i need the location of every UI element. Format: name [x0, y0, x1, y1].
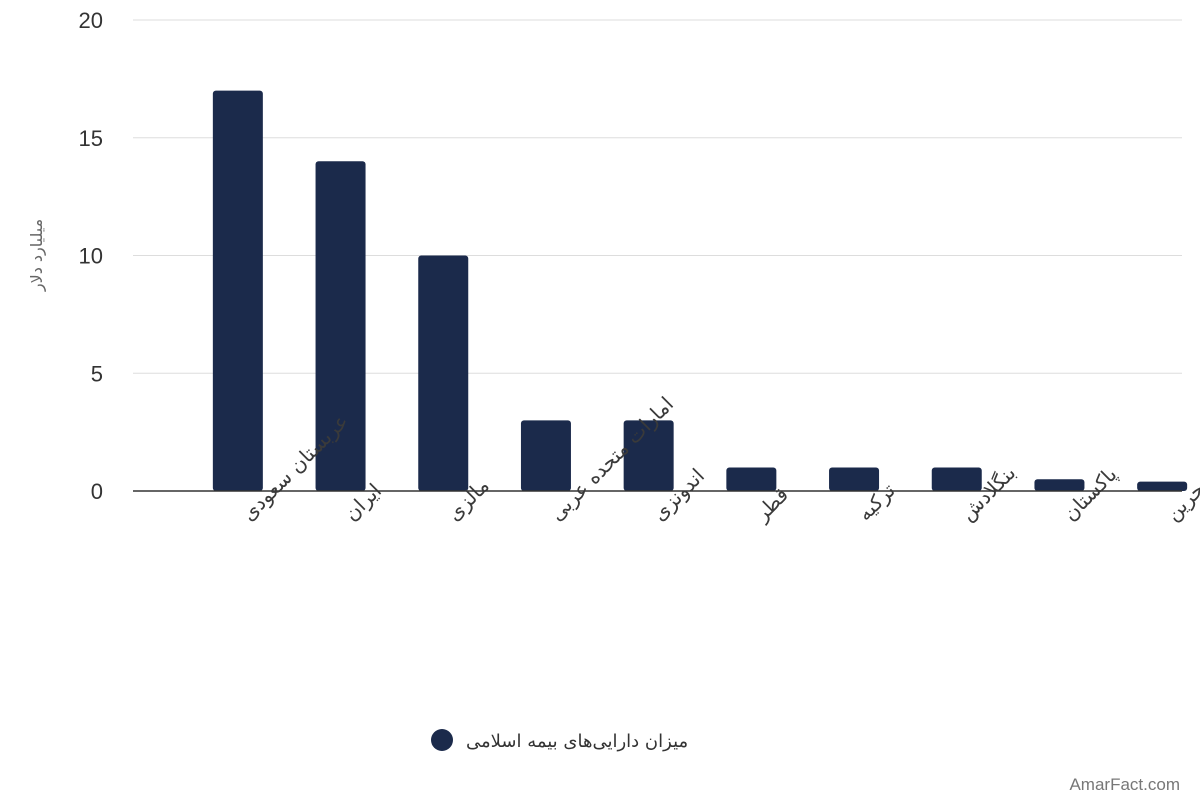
bars — [212, 90, 1188, 492]
y-axis-ticks: 0 5 10 15 20 — [79, 8, 103, 504]
y-tick-label: 0 — [91, 479, 103, 504]
x-category-label: پاکستان — [1058, 462, 1122, 526]
bar[interactable] — [212, 90, 263, 492]
y-tick-label: 20 — [79, 8, 103, 33]
bar[interactable] — [315, 161, 366, 492]
legend-swatch-icon — [431, 729, 453, 751]
y-axis-title: میلیارد دلار — [27, 219, 47, 292]
bar[interactable] — [418, 255, 469, 492]
bar[interactable] — [520, 420, 571, 491]
bar[interactable] — [931, 467, 982, 491]
bar[interactable] — [726, 467, 777, 491]
gridlines — [133, 19, 1182, 374]
bar[interactable] — [623, 420, 674, 491]
y-tick-label: 10 — [79, 244, 103, 269]
watermark: AmarFact.com — [1069, 775, 1180, 794]
bar[interactable] — [1137, 481, 1188, 491]
bar[interactable] — [1034, 479, 1085, 491]
x-category-label: بحرین — [1161, 473, 1200, 526]
y-tick-label: 5 — [91, 361, 103, 386]
y-tick-label: 15 — [79, 126, 103, 151]
legend-label: میزان دارایی‌های بیمه اسلامی — [466, 731, 688, 752]
bar[interactable] — [829, 467, 880, 491]
legend[interactable]: میزان دارایی‌های بیمه اسلامی — [431, 729, 688, 752]
